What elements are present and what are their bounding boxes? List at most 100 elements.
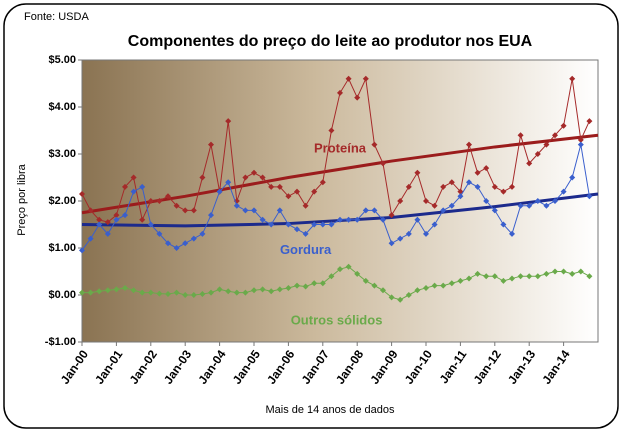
point (380, 216, 386, 223)
point (405, 230, 412, 237)
point (328, 127, 335, 134)
point (345, 216, 352, 223)
point (208, 289, 214, 296)
point (552, 132, 558, 139)
source: Fonte: USDA (24, 11, 89, 23)
point (345, 263, 352, 270)
point (130, 174, 137, 181)
point (165, 240, 171, 247)
point (259, 174, 266, 181)
point (79, 190, 85, 197)
point (216, 286, 223, 293)
point (380, 160, 386, 167)
point (483, 198, 490, 204)
point (122, 183, 128, 190)
point (130, 287, 137, 294)
point (491, 183, 498, 190)
series-label: Proteína (314, 141, 367, 156)
point (457, 277, 464, 284)
point (526, 160, 533, 167)
point (517, 202, 524, 209)
point (328, 221, 335, 228)
point (371, 207, 378, 214)
y-tick-label: $1.00 (48, 242, 76, 254)
point (569, 270, 576, 277)
point (483, 165, 490, 172)
point (165, 291, 171, 298)
point (242, 207, 249, 214)
point (225, 118, 232, 125)
point (586, 273, 593, 280)
point (87, 235, 94, 242)
point (466, 275, 472, 282)
point (534, 198, 541, 204)
point (380, 287, 386, 294)
point (543, 270, 550, 277)
point (139, 183, 146, 190)
point (509, 183, 515, 190)
point (251, 169, 257, 176)
point (259, 286, 266, 293)
point (268, 183, 275, 190)
point (173, 202, 180, 209)
x-axis-label: Mais de 14 anos de dados (265, 404, 395, 416)
point (147, 221, 154, 228)
point (362, 207, 369, 214)
point (466, 179, 472, 186)
point (113, 216, 120, 223)
point (182, 292, 189, 298)
point (500, 277, 507, 284)
point (130, 188, 137, 195)
point (491, 207, 498, 214)
point (147, 289, 154, 296)
point (500, 188, 507, 195)
point (156, 230, 163, 237)
point (440, 183, 447, 190)
point (577, 268, 584, 275)
y-tick-label: $4.00 (48, 101, 76, 113)
point (79, 247, 85, 254)
point (122, 212, 128, 219)
point (414, 287, 421, 294)
point (104, 219, 111, 226)
point (560, 268, 567, 275)
point (371, 282, 378, 289)
point (448, 202, 455, 209)
point (431, 202, 438, 209)
point (190, 207, 197, 214)
point (311, 221, 318, 228)
point (362, 277, 369, 284)
point (104, 287, 111, 294)
point (276, 183, 283, 190)
point (268, 221, 275, 228)
series-label: Gordura (280, 242, 332, 257)
point (397, 296, 404, 303)
point (431, 221, 438, 228)
point (285, 193, 292, 200)
point (190, 235, 197, 242)
point (328, 273, 335, 280)
point (285, 221, 292, 228)
point (543, 141, 550, 148)
point (474, 270, 481, 277)
point (569, 75, 576, 82)
point (242, 289, 249, 296)
point (302, 230, 309, 237)
point (517, 273, 524, 280)
point (319, 280, 326, 287)
point (354, 94, 361, 101)
point (113, 286, 120, 293)
point (294, 226, 300, 233)
point (440, 282, 447, 289)
point (251, 207, 257, 214)
point (225, 179, 232, 186)
point (509, 275, 515, 282)
point (491, 273, 498, 280)
point (225, 288, 232, 295)
point (440, 207, 447, 214)
point (302, 202, 309, 209)
point (268, 288, 275, 295)
point (276, 207, 283, 214)
point (526, 202, 533, 209)
point (483, 273, 490, 280)
